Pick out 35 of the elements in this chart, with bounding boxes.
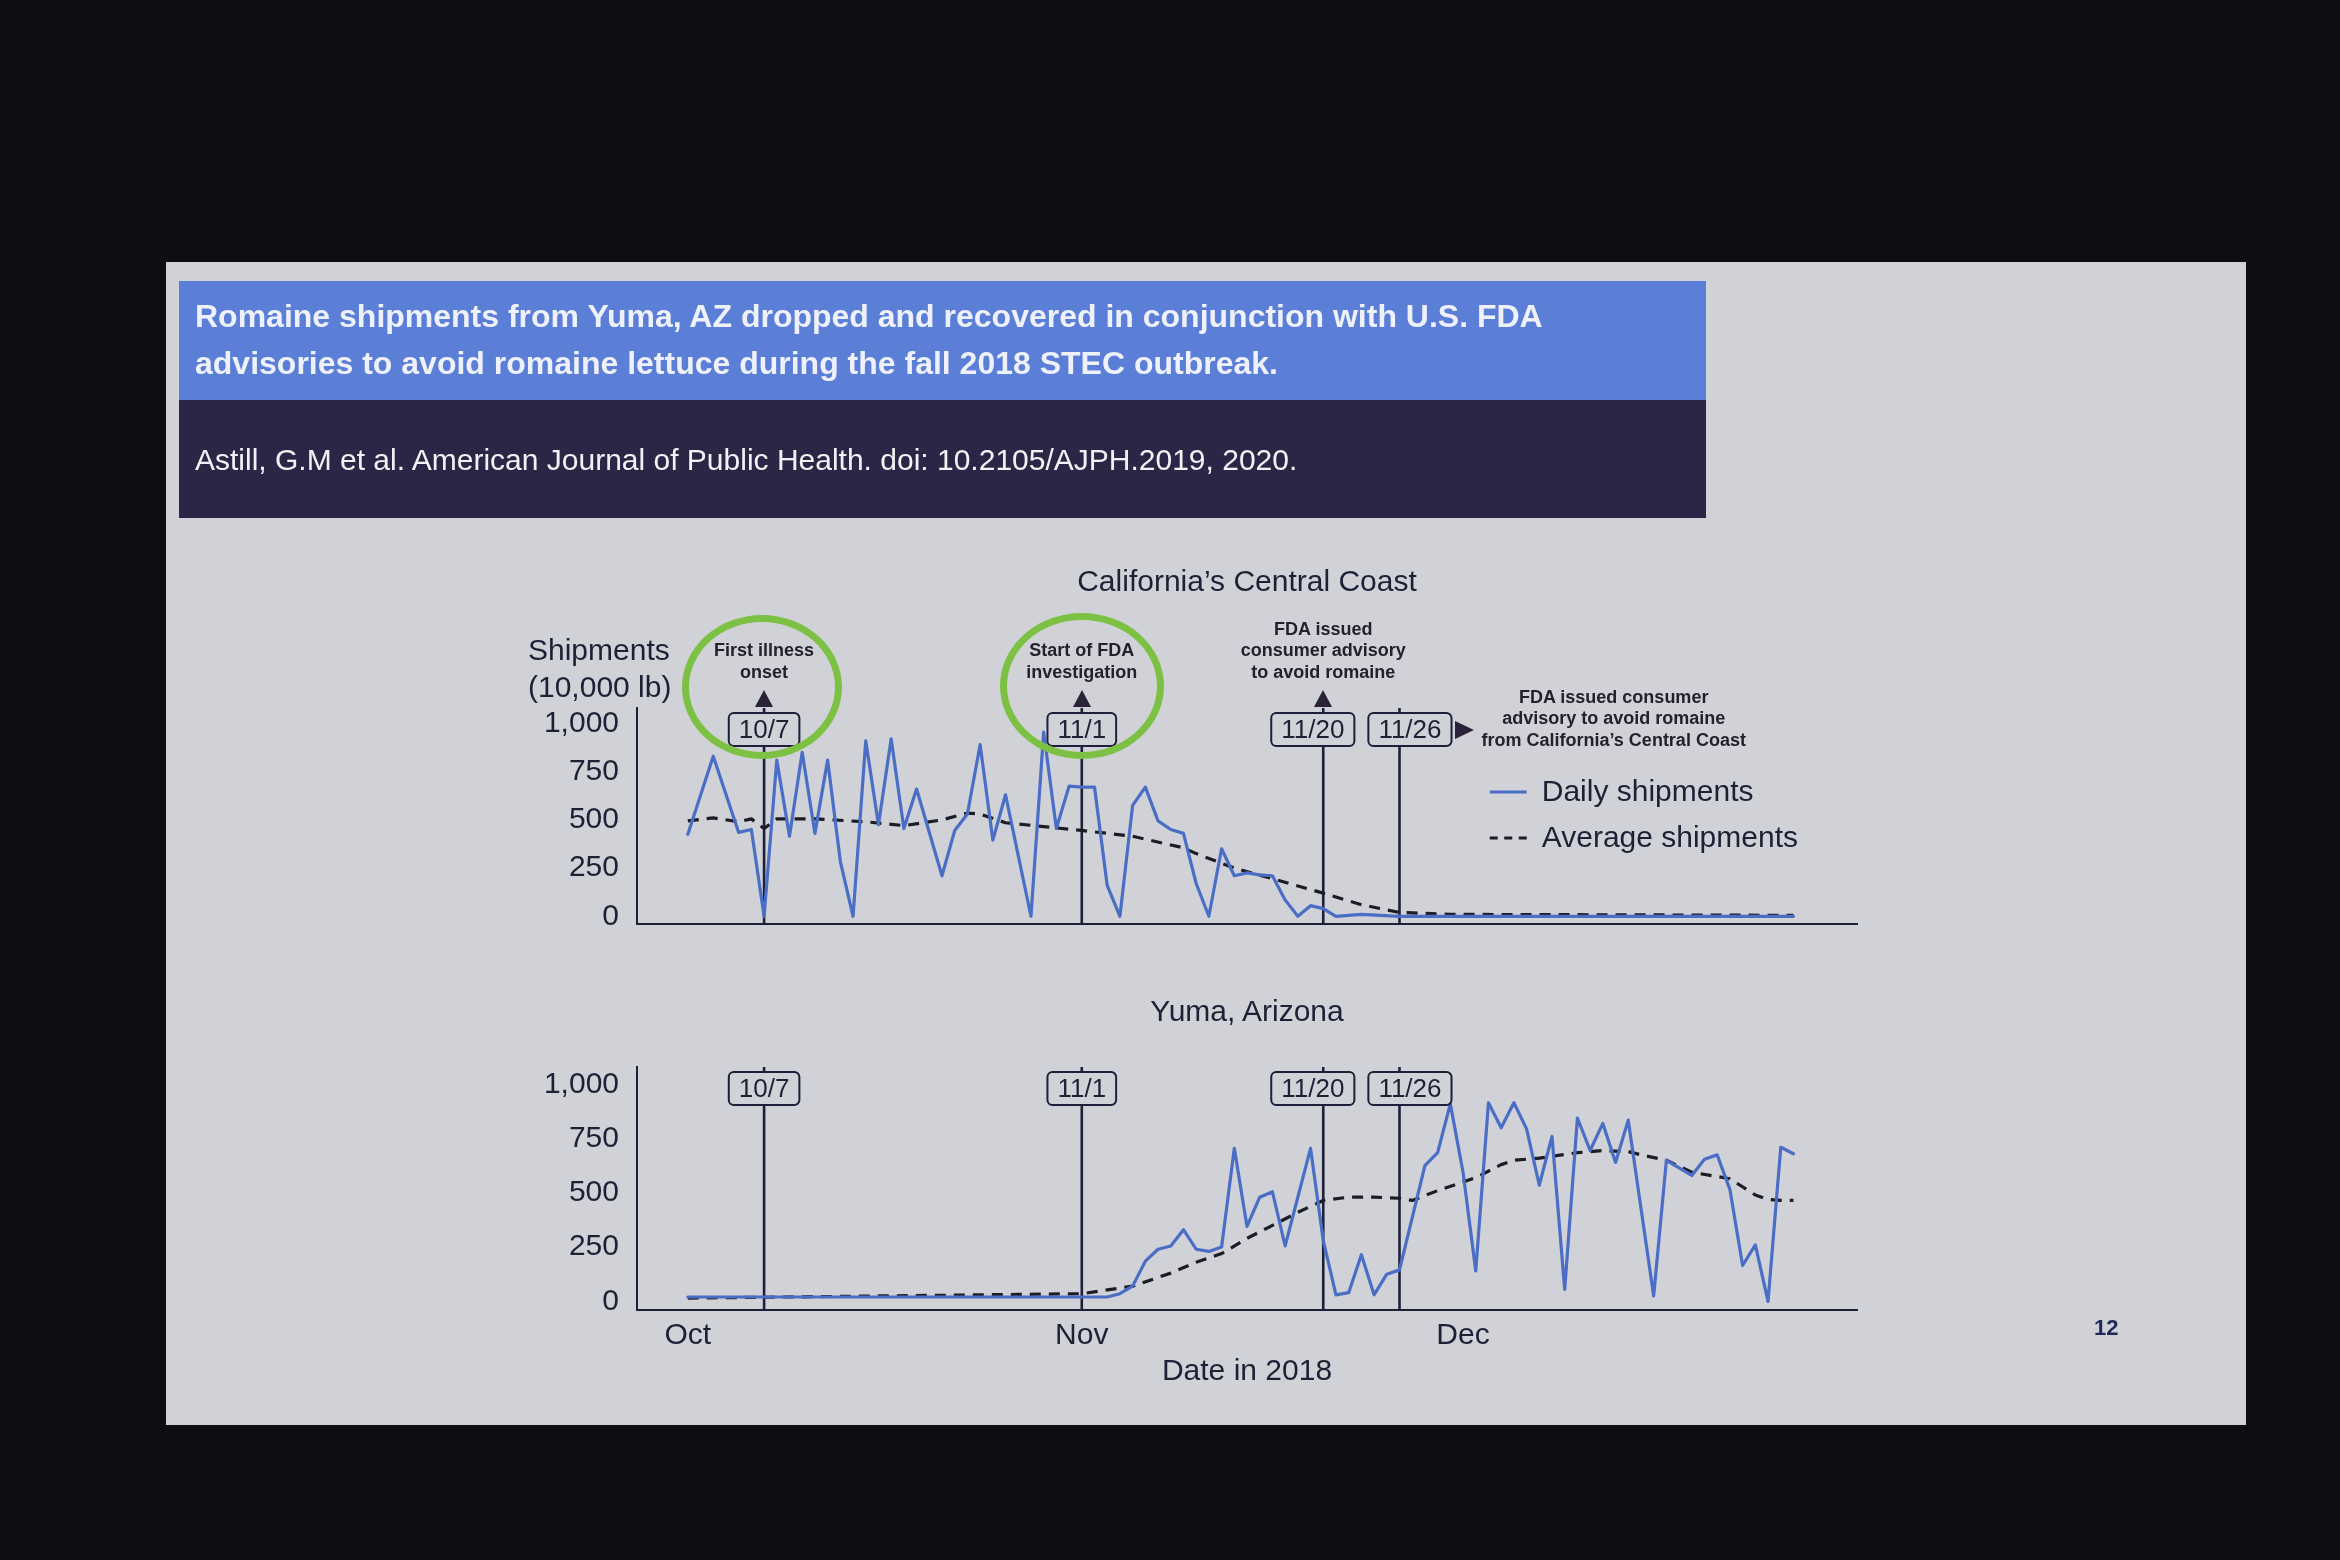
x-tick-label: Nov [1055, 1317, 1109, 1351]
annotation: FDA issued consumer advisory to avoid romaine from California’s Central Coast [1481, 686, 1746, 750]
text: Start of FDA investigation [1026, 640, 1138, 682]
x-tick-label: Oct [664, 1317, 712, 1351]
line-series [686, 811, 1796, 917]
chart-title: Yuma, Arizona [1150, 994, 1345, 1028]
y-tick-label: 500 [568, 801, 619, 835]
text: First illness onset [714, 640, 815, 682]
y-tick-label: 1,000 [543, 1065, 619, 1099]
y-tick-label: 0 [602, 1282, 619, 1316]
y-tick-label: 500 [568, 1174, 619, 1208]
ref-line-label: 11/20 [1281, 1072, 1345, 1103]
y-tick-label: 250 [568, 849, 619, 883]
ref-line-label: 11/1 [1057, 713, 1107, 744]
x-tick-label: Dec [1436, 1317, 1490, 1351]
text: Astill, G.M et al. American Journal of Public Health. doi: 10.2105/AJPH.2019, 2020. [195, 443, 1298, 477]
y-tick-label: 750 [568, 1119, 619, 1153]
y-axis-title: Shipments (10,000 lb) [528, 633, 672, 704]
ref-line-label: 10/7 [738, 1072, 790, 1103]
legend-label: Average shipments [1541, 820, 1799, 854]
y-tick-label: 0 [602, 897, 619, 931]
legend-label: Daily shipments [1541, 774, 1754, 808]
y-tick-label: 250 [568, 1228, 619, 1262]
ref-line-label: 11/20 [1281, 713, 1345, 744]
ref-line-label: 11/26 [1378, 713, 1442, 744]
chart-title: California’s Central Coast [1077, 564, 1418, 598]
text: FDA issued consumer advisory to avoid romaine [1240, 618, 1406, 682]
ref-line-label: 10/7 [738, 713, 790, 744]
text: Romaine shipments from Yuma, AZ dropped and recovered in conjunction with U.S. FDA advisories to avoid romaine lettuce during the fall 2018 STEC outbreak. [195, 298, 1542, 381]
y-tick-label: 750 [568, 752, 619, 786]
y-tick-label: 1,000 [543, 704, 619, 738]
ref-line-label: 11/26 [1378, 1072, 1442, 1103]
x-axis-title: Date in 2018 [1161, 1353, 1333, 1387]
text: 12 [2094, 1315, 2119, 1341]
ref-line-label: 11/1 [1057, 1072, 1107, 1103]
